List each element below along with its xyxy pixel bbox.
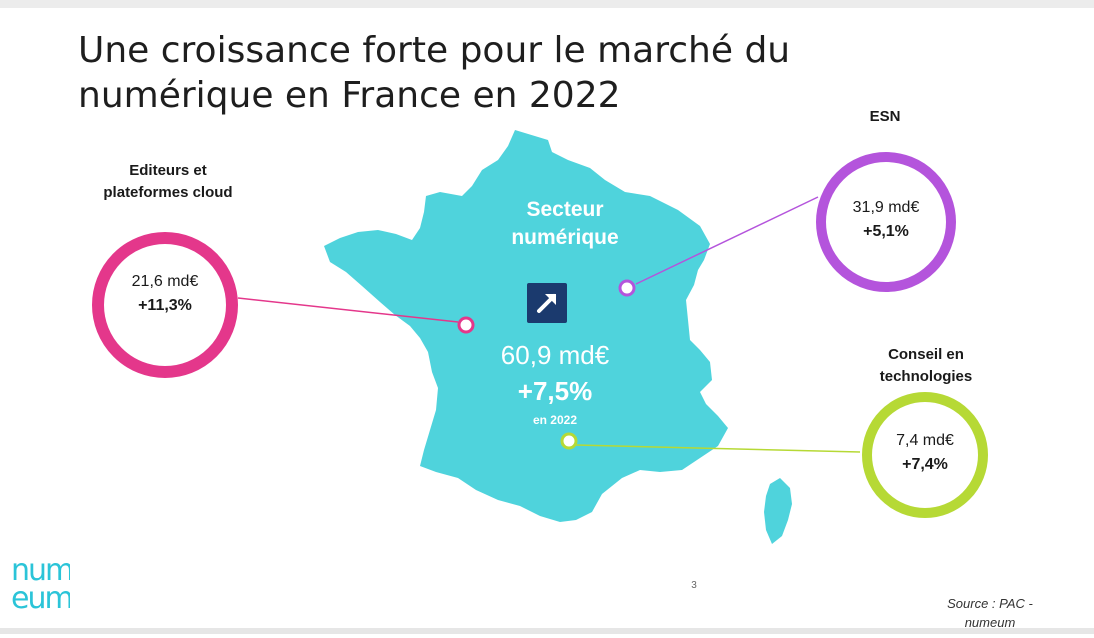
esn-value: 31,9 md€ [852, 199, 920, 216]
source-line-2: numeum [964, 615, 1016, 630]
conseil-label-line-1: Conseil en [888, 346, 964, 363]
editeurs-label-line-2: plateformes cloud [103, 184, 233, 201]
conseil-label-line-2: technologies [879, 368, 973, 385]
segment-label-editeurs: Editeurs et plateformes cloud [78, 160, 258, 204]
marker-esn [618, 279, 636, 297]
marker-editeurs [457, 316, 475, 334]
title-line-2: numérique en France en 2022 [78, 75, 621, 116]
logo-line-2: eum [11, 581, 70, 614]
sector-title-line-1: Secteur [526, 198, 604, 221]
sector-year: en 2022 [532, 413, 578, 427]
sector-value: 60,9 md€ [500, 340, 610, 370]
sector-title-line-2: numérique [511, 226, 619, 249]
editeurs-growth: +11,3% [138, 297, 192, 314]
logo-line-1: num [11, 553, 70, 588]
source-line-1: Source : PAC - [947, 596, 1033, 611]
top-divider [0, 0, 1094, 8]
esn-figures: 31,9 md€ +5,1% [831, 196, 941, 244]
ring-esn [816, 152, 956, 292]
title-line-1: Une croissance forte pour le marché du [78, 30, 791, 71]
conseil-value: 7,4 md€ [896, 432, 954, 449]
bottom-divider [0, 628, 1094, 634]
marker-conseil [560, 432, 578, 450]
source-note: Source : PAC - numeum [930, 594, 1050, 632]
editeurs-label-line-1: Editeurs et [129, 162, 207, 179]
segment-label-esn: ESN [850, 106, 920, 128]
slide-title: Une croissance forte pour le marché du n… [78, 28, 938, 118]
corsica-shape [764, 478, 792, 544]
connector-conseil [575, 444, 861, 453]
editeurs-value: 21,6 md€ [131, 273, 199, 290]
conseil-figures: 7,4 md€ +7,4% [870, 429, 980, 477]
segment-label-conseil: Conseil en technologies [856, 344, 996, 388]
trend-up-arrow-icon [527, 283, 567, 323]
numeum-logo: num eum [11, 553, 70, 614]
sector-growth: +7,5% [517, 376, 593, 406]
sector-title: Secteur numérique [480, 196, 650, 252]
connector-editeurs [237, 297, 459, 323]
editeurs-figures: 21,6 md€ +11,3% [110, 270, 220, 318]
connector-esn [635, 196, 819, 285]
conseil-growth: +7,4% [902, 456, 948, 473]
arrow-glyph [537, 294, 556, 313]
ring-editeurs [92, 232, 238, 378]
page-number: 3 [691, 580, 697, 591]
ring-conseil [862, 392, 988, 518]
france-map-shape [324, 130, 728, 522]
esn-label: ESN [869, 108, 901, 125]
esn-growth: +5,1% [863, 223, 909, 240]
